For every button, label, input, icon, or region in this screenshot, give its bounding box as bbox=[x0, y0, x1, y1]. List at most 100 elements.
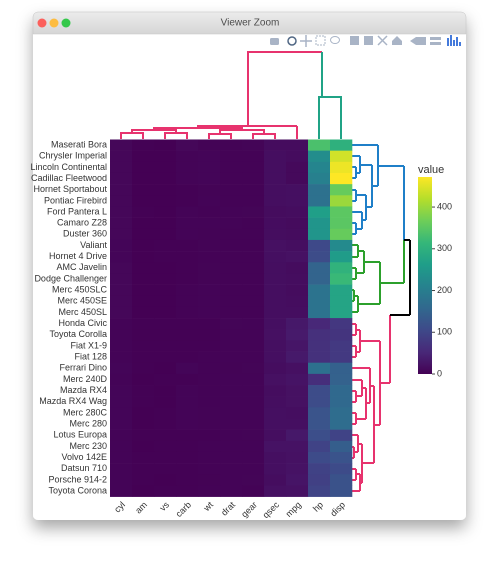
heatmap-cell bbox=[330, 150, 353, 163]
heatmap-cell bbox=[198, 318, 221, 330]
heatmap-cell bbox=[308, 206, 331, 218]
heatmap-cell bbox=[176, 440, 199, 453]
heatmap-cell bbox=[176, 184, 199, 196]
heatmap-cell bbox=[110, 206, 133, 218]
compare-icon-b[interactable] bbox=[430, 42, 441, 45]
toolbar bbox=[270, 35, 461, 47]
heatmap-cell bbox=[242, 318, 265, 330]
heatmap-cell bbox=[264, 440, 287, 453]
dendrogram-branch bbox=[120, 51, 322, 139]
heatmap-cell bbox=[308, 485, 331, 497]
heatmap-cell bbox=[176, 362, 199, 375]
row-label: Mazda RX4 bbox=[60, 385, 107, 395]
zoom-in-icon[interactable] bbox=[350, 36, 359, 45]
heatmap-cell bbox=[286, 351, 309, 363]
heatmap-cell bbox=[132, 429, 155, 442]
heatmap-cell bbox=[198, 440, 221, 453]
colorbar-tick-label: 400 bbox=[437, 201, 452, 211]
lasso-icon[interactable] bbox=[330, 36, 340, 44]
dendrogram-branch bbox=[350, 315, 391, 492]
heatmap-cell bbox=[132, 451, 155, 464]
heatmap-cell bbox=[110, 306, 133, 319]
camera-icon[interactable] bbox=[270, 38, 279, 45]
dendrogram-branch bbox=[390, 239, 411, 316]
heatmap-cell bbox=[198, 273, 221, 285]
plotly-logo[interactable] bbox=[447, 35, 461, 46]
heatmap-cell bbox=[308, 239, 331, 252]
heatmap-cell bbox=[308, 273, 331, 285]
heatmap-cell bbox=[154, 206, 177, 218]
heatmap-cell bbox=[154, 239, 177, 252]
heatmap-cell bbox=[330, 463, 353, 475]
heatmap-cell bbox=[242, 351, 265, 363]
row-label: Hornet Sportabout bbox=[33, 184, 107, 194]
pan-icon[interactable] bbox=[300, 35, 312, 47]
row-label: Maserati Bora bbox=[51, 139, 107, 149]
heatmap-cell bbox=[198, 407, 221, 419]
row-label: Valiant bbox=[80, 240, 107, 250]
row-label: Lincoln Continental bbox=[30, 162, 107, 172]
heatmap-cell bbox=[242, 161, 265, 174]
heatmap-cell bbox=[308, 228, 331, 241]
heatmap-cell bbox=[242, 239, 265, 252]
heatmap-cell bbox=[330, 251, 353, 263]
heatmap-cell bbox=[132, 284, 155, 297]
colorbar-title: value bbox=[418, 164, 444, 176]
heatmap-cell bbox=[286, 373, 309, 386]
row-label: Honda Civic bbox=[58, 318, 107, 328]
heatmap-cell bbox=[220, 206, 243, 218]
heatmap-cell bbox=[242, 463, 265, 475]
home-icon[interactable] bbox=[392, 36, 402, 45]
title-bar bbox=[32, 11, 467, 35]
heatmap-cell bbox=[154, 418, 177, 430]
heatmap-cell bbox=[286, 340, 309, 352]
heatmap-cell bbox=[198, 485, 221, 497]
row-label: Merc 230 bbox=[69, 441, 107, 451]
heatmap-cell bbox=[264, 396, 287, 408]
heatmap-cell bbox=[286, 139, 309, 151]
heatmap-cell bbox=[308, 161, 331, 174]
heatmap-cell bbox=[154, 463, 177, 475]
heatmap-cell bbox=[242, 329, 265, 341]
zoom-button[interactable] bbox=[61, 18, 71, 28]
heatmap-cell bbox=[154, 161, 177, 174]
minimize-button[interactable] bbox=[49, 18, 59, 28]
heatmap-cell bbox=[330, 340, 353, 352]
heatmap-cell bbox=[242, 228, 265, 241]
zoom-out-icon[interactable] bbox=[364, 36, 373, 45]
heatmap-cell bbox=[286, 396, 309, 408]
compare-icon-a[interactable] bbox=[430, 37, 441, 40]
heatmap-cell bbox=[110, 217, 133, 230]
heatmap-cell bbox=[330, 451, 353, 464]
heatmap-cell bbox=[308, 429, 331, 442]
heatmap-cell bbox=[242, 150, 265, 163]
heatmap-cell bbox=[176, 474, 199, 486]
heatmap-cell bbox=[242, 217, 265, 230]
autoscale-icon[interactable] bbox=[377, 35, 388, 46]
heatmap-cell bbox=[330, 373, 353, 386]
row-label: Duster 360 bbox=[63, 229, 107, 239]
zoom-icon[interactable] bbox=[287, 36, 297, 46]
heatmap-cell bbox=[176, 396, 199, 408]
heatmap-cell bbox=[132, 251, 155, 263]
heatmap-cell bbox=[110, 451, 133, 464]
heatmap-cell bbox=[330, 362, 353, 375]
close-button[interactable] bbox=[37, 18, 47, 28]
heatmap-cell bbox=[242, 340, 265, 352]
heatmap-cell bbox=[220, 340, 243, 352]
heatmap-cell bbox=[308, 373, 331, 386]
heatmap-cell bbox=[198, 217, 221, 230]
heatmap-cell bbox=[132, 172, 155, 185]
heatmap-cell bbox=[242, 295, 265, 308]
heatmap-cell bbox=[308, 195, 331, 207]
row-label: Mazda RX4 Wag bbox=[39, 396, 107, 406]
select-icon[interactable] bbox=[315, 35, 326, 46]
column-dendrogram bbox=[120, 51, 342, 139]
heatmap-cell bbox=[176, 340, 199, 352]
spike-icon[interactable] bbox=[410, 37, 426, 45]
heatmap-cell bbox=[154, 295, 177, 308]
heatmap-cell bbox=[264, 418, 287, 430]
heatmap-cell bbox=[110, 318, 133, 330]
heatmap-cell bbox=[176, 206, 199, 218]
heatmap-cell bbox=[220, 451, 243, 464]
